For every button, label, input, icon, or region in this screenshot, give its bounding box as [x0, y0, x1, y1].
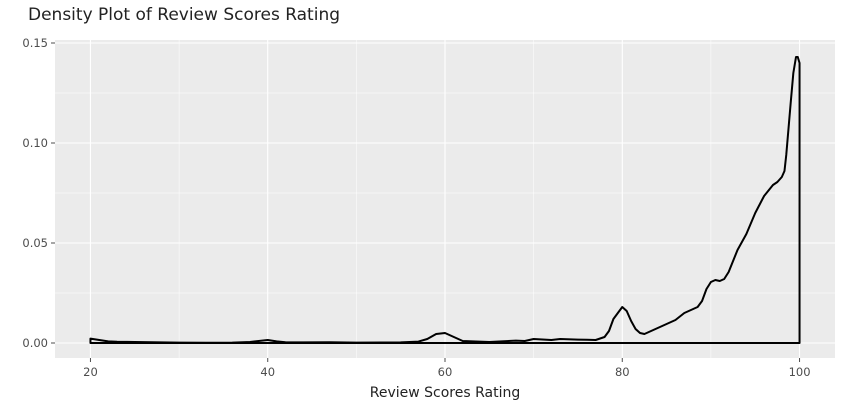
y-tick-label: 0.00 — [22, 336, 48, 350]
density-curve — [89, 56, 801, 344]
chart-title: Density Plot of Review Scores Rating — [28, 5, 341, 25]
x-tick-label: 100 — [789, 365, 811, 379]
x-tick-label: 20 — [83, 365, 98, 379]
x-tick-label: 60 — [438, 365, 453, 379]
x-axis-label: Review Scores Rating — [370, 385, 521, 400]
x-tick-label: 40 — [260, 365, 275, 379]
y-tick-label: 0.15 — [22, 36, 48, 50]
x-tick-label: 80 — [615, 365, 630, 379]
y-tick-label: 0.10 — [22, 136, 48, 150]
data-layer — [89, 56, 801, 344]
y-tick-label: 0.05 — [22, 236, 48, 250]
axis-ticks: 20 40 60 80 100 0.00 0.05 0.10 0.15 — [22, 36, 810, 379]
